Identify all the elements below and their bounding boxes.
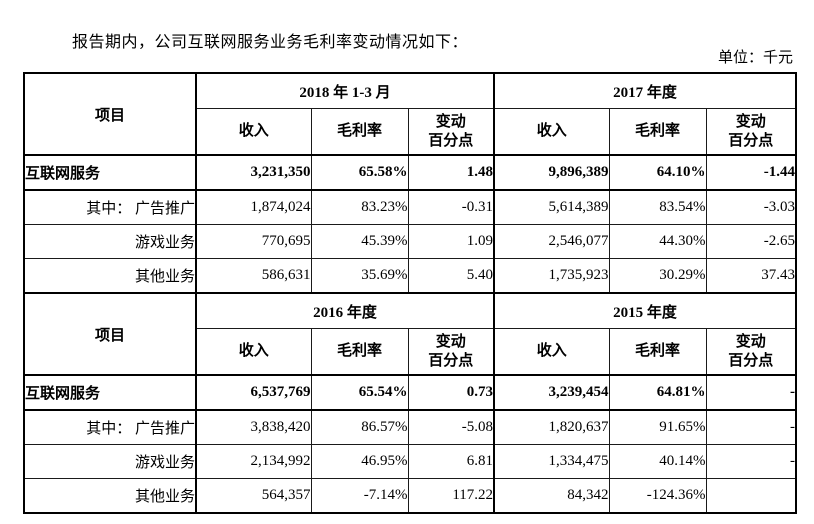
cell-change: -3.03	[705, 189, 797, 225]
cell-margin: 46.95%	[310, 444, 409, 479]
intro-text: 报告期内，公司互联网服务业务毛利率变动情况如下：	[72, 34, 469, 51]
cell-income: 1,334,475	[493, 444, 610, 479]
cell-income: 9,896,389	[493, 154, 610, 191]
cell-margin: -7.14%	[310, 478, 409, 514]
cell-change: -	[705, 409, 797, 445]
cell-income: 84,342	[493, 478, 610, 514]
header-margin: 毛利率	[608, 328, 707, 376]
cell-margin: 65.58%	[310, 154, 409, 191]
row-label: 游戏业务	[23, 444, 197, 479]
row-label: 其中： 广告推广	[23, 409, 197, 445]
cell-change: -5.08	[407, 409, 495, 445]
table-row-other-business-2: 其他业务 564,357 -7.14% 117.22 84,342 -124.3…	[23, 478, 797, 514]
row-label: 其他业务	[23, 258, 197, 294]
row-label: 互联网服务	[23, 154, 197, 191]
cell-margin: 64.81%	[608, 374, 707, 411]
cell-change: -2.65	[705, 224, 797, 259]
cell-margin: 83.54%	[608, 189, 707, 225]
cell-change: 6.81	[407, 444, 495, 479]
row-label: 其中： 广告推广	[23, 189, 197, 225]
table-row-header-period-2: 项目 2016 年度 2015 年度	[23, 292, 797, 376]
header-margin: 毛利率	[310, 328, 409, 376]
header-income: 收入	[195, 108, 312, 156]
header-change: 变动 百分点	[705, 328, 797, 376]
table-row-header-period-1: 项目 2018 年 1-3 月 2017 年度	[23, 72, 797, 156]
cell-margin: 35.69%	[310, 258, 409, 294]
cell-margin: 40.14%	[608, 444, 707, 479]
table-row-other-business-1: 其他业务 586,631 35.69% 5.40 1,735,923 30.29…	[23, 258, 797, 294]
cell-income: 1,735,923	[493, 258, 610, 294]
cell-change: -1.44	[705, 154, 797, 191]
header-item: 项目	[23, 292, 197, 376]
header-income: 收入	[493, 328, 610, 376]
cell-income: 3,838,420	[195, 409, 312, 445]
cell-change: 1.48	[407, 154, 495, 191]
cell-change: 117.22	[407, 478, 495, 514]
header-change: 变动 百分点	[705, 108, 797, 156]
cell-income: 3,231,350	[195, 154, 312, 191]
cell-change: 5.40	[407, 258, 495, 294]
cell-change: -	[705, 444, 797, 479]
row-label: 游戏业务	[23, 224, 197, 259]
cell-income: 1,874,024	[195, 189, 312, 225]
gross-margin-table: 项目 2018 年 1-3 月 2017 年度 收入 毛利率 变动 百分点 收入…	[23, 72, 798, 514]
cell-change: -	[705, 374, 797, 411]
header-change: 变动 百分点	[407, 328, 495, 376]
cell-margin: 64.10%	[608, 154, 707, 191]
cell-income: 2,134,992	[195, 444, 312, 479]
cell-change: -0.31	[407, 189, 495, 225]
cell-margin: 83.23%	[310, 189, 409, 225]
table-row-ad-promotion-2: 其中： 广告推广 3,838,420 86.57% -5.08 1,820,63…	[23, 409, 797, 445]
header-income: 收入	[493, 108, 610, 156]
table-row-header-columns-2: 收入 毛利率 变动 百分点 收入 毛利率 变动 百分点	[24, 328, 797, 376]
cell-income: 586,631	[195, 258, 312, 294]
cell-change: 1.09	[407, 224, 495, 259]
cell-change	[705, 478, 797, 514]
cell-margin: -124.36%	[608, 478, 707, 514]
cell-income: 770,695	[195, 224, 312, 259]
table-row-ad-promotion-1: 其中： 广告推广 1,874,024 83.23% -0.31 5,614,38…	[23, 189, 797, 225]
table-row-internet-services-1: 互联网服务 3,231,350 65.58% 1.48 9,896,389 64…	[23, 154, 797, 191]
header-period-2018: 2018 年 1-3 月	[194, 72, 495, 109]
cell-income: 2,546,077	[493, 224, 610, 259]
cell-margin: 44.30%	[608, 224, 707, 259]
cell-margin: 65.54%	[310, 374, 409, 411]
header-change: 变动 百分点	[407, 108, 495, 156]
cell-income: 564,357	[195, 478, 312, 514]
header-income: 收入	[195, 328, 312, 376]
cell-income: 5,614,389	[493, 189, 610, 225]
cell-change: 37.43	[705, 258, 797, 294]
header-margin: 毛利率	[608, 108, 707, 156]
header-period-2017: 2017 年度	[493, 72, 797, 109]
cell-margin: 30.29%	[608, 258, 707, 294]
table-row-header-columns-1: 收入 毛利率 变动 百分点 收入 毛利率 变动 百分点	[24, 108, 797, 156]
header-item: 项目	[23, 72, 197, 156]
table-row-game-business-1: 游戏业务 770,695 45.39% 1.09 2,546,077 44.30…	[23, 224, 797, 259]
table-row-game-business-2: 游戏业务 2,134,992 46.95% 6.81 1,334,475 40.…	[23, 444, 797, 479]
header-period-2015: 2015 年度	[493, 292, 797, 329]
row-label: 互联网服务	[23, 374, 197, 411]
cell-income: 1,820,637	[493, 409, 610, 445]
header-period-2016: 2016 年度	[194, 292, 495, 329]
cell-margin: 86.57%	[310, 409, 409, 445]
cell-margin: 45.39%	[310, 224, 409, 259]
cell-change: 0.73	[407, 374, 495, 411]
cell-income: 3,239,454	[493, 374, 610, 411]
unit-label: 单位：千元	[717, 50, 793, 66]
cell-income: 6,537,769	[195, 374, 312, 411]
table-row-internet-services-2: 互联网服务 6,537,769 65.54% 0.73 3,239,454 64…	[23, 374, 797, 411]
row-label: 其他业务	[23, 478, 197, 514]
header-margin: 毛利率	[310, 108, 409, 156]
cell-margin: 91.65%	[608, 409, 707, 445]
